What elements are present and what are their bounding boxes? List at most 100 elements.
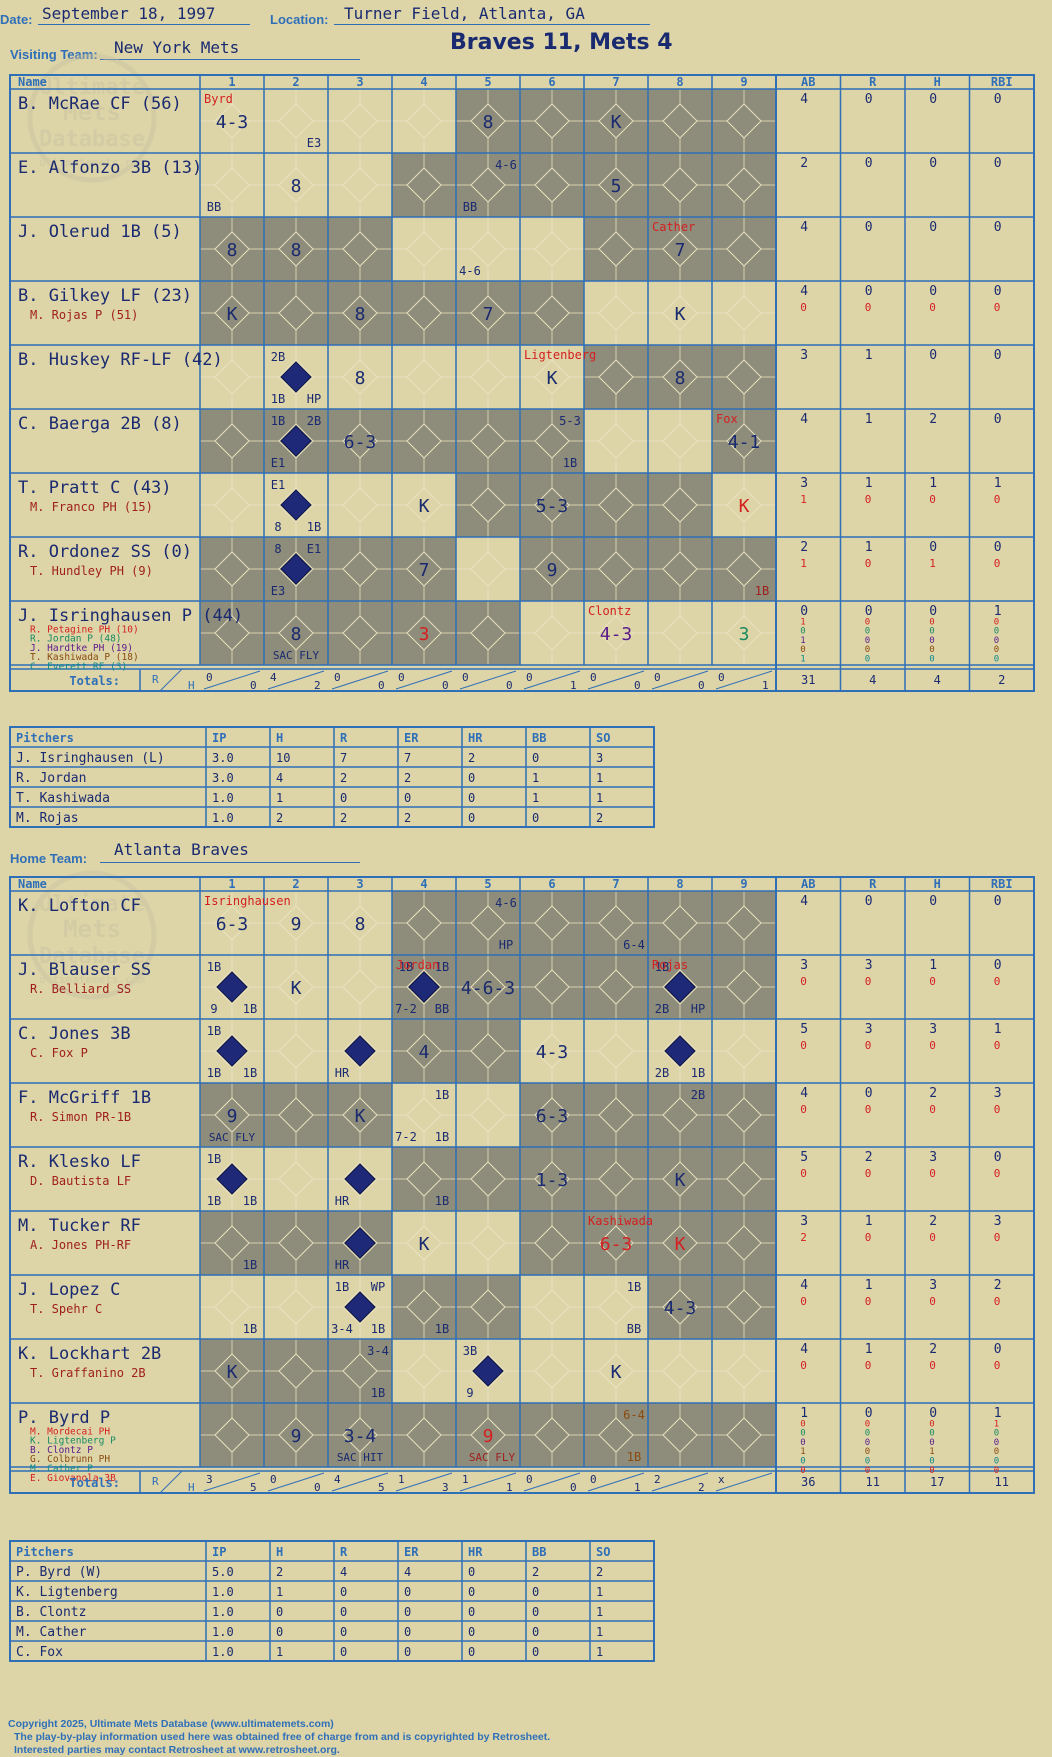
visitors-play-note: 7 xyxy=(483,304,494,325)
home-pitch-value: 1 xyxy=(596,1645,603,1659)
visitors-stat-value: 0 xyxy=(929,220,937,235)
home-pitch-value: M. Cather xyxy=(16,1625,87,1640)
home-diamond xyxy=(278,1033,314,1069)
home-inning-hits: 5 xyxy=(250,1481,257,1494)
visitors-stat-value: 4 xyxy=(800,412,808,427)
visitors-stat-value: 2 xyxy=(800,540,808,555)
visitors-stat-value: 1 xyxy=(800,636,805,646)
visitors-stat-value: 0 xyxy=(865,557,872,570)
visitors-play-note: K xyxy=(739,496,750,517)
watermark-text: Ultimate xyxy=(39,75,145,100)
home-play-note: 9 xyxy=(466,1386,473,1400)
home-play-note: 7-2 xyxy=(395,1130,417,1144)
home-stat-value: 4 xyxy=(800,1342,808,1357)
visitors-stat-header: H xyxy=(934,75,941,89)
home-stat-value: 0 xyxy=(865,1466,870,1476)
visitors-stat-value: 1 xyxy=(800,493,807,506)
visitors-diamond xyxy=(470,551,506,587)
home-stat-value: 0 xyxy=(865,1419,870,1429)
visitors-diamond xyxy=(662,615,698,651)
visitors-inning-hits: 1 xyxy=(570,679,577,692)
visitors-inning-header: 2 xyxy=(292,75,299,89)
visitors-total-stat: 31 xyxy=(801,673,815,687)
home-stat-value: 4 xyxy=(800,1278,808,1293)
visitors-stat-value: 1 xyxy=(800,617,805,627)
home-pitch-value: 0 xyxy=(340,1625,347,1639)
visitors-inning-runs: 0 xyxy=(206,671,213,684)
home-inning-runs: 1 xyxy=(398,1473,405,1486)
visitors-stat-value: 0 xyxy=(929,617,934,627)
home-stat-value: 0 xyxy=(800,975,807,988)
home-stat-value: 3 xyxy=(865,958,873,973)
visitors-stat-value: 0 xyxy=(929,156,937,171)
visitors-total-stat: 4 xyxy=(934,673,941,687)
home-pitch-value: 2 xyxy=(276,1565,283,1579)
home-play-note: 4-6 xyxy=(495,896,517,910)
home-stat-value: 0 xyxy=(865,1167,872,1180)
visitors-player-name: J. Isringhausen P (44) xyxy=(18,606,243,626)
home-play-note: 1B xyxy=(243,1066,257,1080)
home-run-diamond xyxy=(216,1035,248,1067)
visitors-stat-value: 0 xyxy=(929,92,937,107)
home-run-diamond xyxy=(472,1355,504,1387)
visitors-play-note: 5-3 xyxy=(559,414,581,428)
visitors-pitch-value: 2 xyxy=(340,771,347,785)
visitors-play-note: 8 xyxy=(355,304,366,325)
home-play-note: 2B xyxy=(655,1066,669,1080)
home-stat-value: 0 xyxy=(865,1457,870,1467)
visitors-inning-runs: 0 xyxy=(526,671,533,684)
home-sub-player: M. Cather P xyxy=(30,1464,93,1475)
visitors-play-note: 8 xyxy=(291,176,302,197)
visitors-play-note: 7 xyxy=(419,560,430,581)
home-stat-value: 1 xyxy=(929,1447,934,1457)
home-pitchers-table xyxy=(9,1540,655,1662)
home-play-note: 1B xyxy=(243,1002,257,1016)
game-location: Turner Field, Atlanta, GA xyxy=(344,4,585,23)
home-stat-value: 0 xyxy=(994,894,1002,909)
home-pitch-value: 0 xyxy=(404,1645,411,1659)
home-play-note: 2B xyxy=(655,1002,669,1016)
visitors-pitch-value: 0 xyxy=(532,811,539,825)
visitors-pitch-header: SO xyxy=(596,731,610,745)
home-play-note: 1B xyxy=(435,1088,449,1102)
visitors-pitching-change: Cather xyxy=(652,220,695,234)
home-play-note: K xyxy=(291,978,302,999)
visitors-stat-value: 0 xyxy=(929,284,937,299)
home-diamond xyxy=(342,969,378,1005)
home-stat-value: 0 xyxy=(800,1295,807,1308)
visitors-pitch-value: 4 xyxy=(276,771,283,785)
home-play-note: 1B xyxy=(435,1130,449,1144)
visitors-diamond xyxy=(598,423,634,459)
visitors-play-note: 4-3 xyxy=(216,112,249,133)
visitors-inning-header: 3 xyxy=(356,75,363,89)
home-play-note: 9 xyxy=(483,1426,494,1447)
visitors-stat-value: 4 xyxy=(800,92,808,107)
visitors-diamond xyxy=(534,615,570,651)
visitors-diamond xyxy=(342,103,378,139)
visitors-play-note: BB xyxy=(463,200,477,214)
home-stat-value: 0 xyxy=(865,1438,870,1448)
home-play-note: WP xyxy=(371,1280,385,1294)
home-stat-value: 0 xyxy=(994,1438,999,1448)
visitors-play-note: K xyxy=(547,368,558,389)
home-play-note: 4 xyxy=(419,1042,430,1063)
visitors-stat-value: 0 xyxy=(929,655,934,665)
home-pitch-value: 1 xyxy=(596,1605,603,1619)
home-stat-value: 0 xyxy=(929,1419,934,1429)
visitors-stat-value: 0 xyxy=(994,493,1001,506)
visitors-stat-value: 0 xyxy=(994,412,1002,427)
visitors-name-header: Name xyxy=(18,75,47,89)
home-stat-value: 0 xyxy=(800,1167,807,1180)
home-pitch-value: 0 xyxy=(468,1605,475,1619)
home-stat-value: 0 xyxy=(800,1103,807,1116)
visitors-pitching-change: Ligtenberg xyxy=(524,348,596,362)
home-stat-value: 2 xyxy=(929,1214,937,1229)
home-stat-header: H xyxy=(934,877,941,891)
home-play-note: 1B xyxy=(627,1450,641,1464)
home-play-note: K xyxy=(419,1234,430,1255)
visitors-stat-value: 0 xyxy=(929,348,937,363)
home-pitch-value: 1 xyxy=(596,1585,603,1599)
home-stat-value: 1 xyxy=(994,1419,999,1429)
location-label: Location: xyxy=(270,12,329,27)
home-stat-value: 0 xyxy=(929,1457,934,1467)
